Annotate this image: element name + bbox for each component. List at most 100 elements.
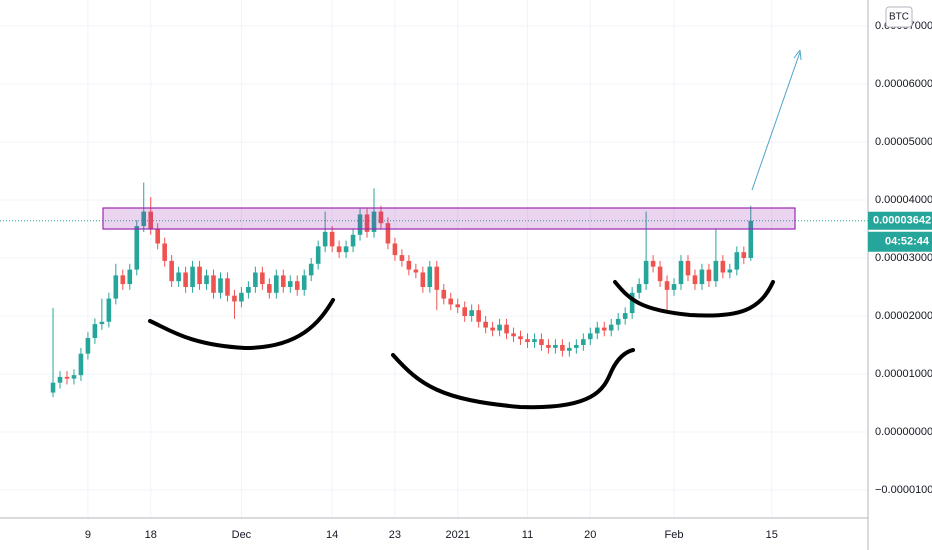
candle-body bbox=[106, 298, 112, 322]
candle-body bbox=[399, 255, 405, 261]
candle-body bbox=[685, 260, 691, 276]
candle-body bbox=[713, 260, 719, 282]
candle-body bbox=[57, 376, 63, 383]
candle-body bbox=[308, 263, 314, 276]
candle-body bbox=[239, 292, 244, 302]
candle-body bbox=[581, 339, 586, 345]
candle-body bbox=[225, 278, 230, 296]
candle-body bbox=[734, 252, 740, 270]
candle-body bbox=[211, 275, 216, 293]
candle-body bbox=[434, 266, 440, 290]
candle-body bbox=[553, 344, 558, 348]
candle-body bbox=[643, 260, 649, 285]
resistance-zone bbox=[102, 207, 796, 230]
candle-body bbox=[204, 275, 209, 285]
candle-body bbox=[622, 313, 628, 319]
x-tick-label: Dec bbox=[232, 529, 252, 541]
x-tick-label: 18 bbox=[145, 529, 157, 541]
y-tick-label: 0.00002000 bbox=[875, 310, 932, 322]
candle-body bbox=[336, 246, 342, 253]
candle-body bbox=[92, 324, 98, 339]
candle-body bbox=[148, 211, 154, 229]
candle-body bbox=[511, 333, 516, 337]
x-tick-label: 23 bbox=[389, 529, 401, 541]
candle-body bbox=[427, 266, 433, 287]
candle-body bbox=[343, 246, 349, 253]
candle-body bbox=[78, 353, 84, 376]
countdown-label: 04:52:44 bbox=[885, 236, 930, 248]
candle-body bbox=[608, 324, 614, 331]
candle-body bbox=[483, 321, 488, 328]
candle-body bbox=[64, 376, 70, 379]
candle-body bbox=[462, 307, 468, 316]
candle-body bbox=[364, 214, 370, 232]
candle-body bbox=[455, 304, 461, 308]
candle-body bbox=[413, 269, 419, 273]
x-tick-label: Feb bbox=[665, 529, 684, 541]
candle-body bbox=[441, 289, 447, 299]
candle-body bbox=[162, 243, 167, 261]
y-tick-label: 0.00004000 bbox=[875, 194, 932, 206]
head-curve bbox=[391, 348, 635, 410]
candle-body bbox=[315, 246, 321, 264]
right-shoulder-curve bbox=[613, 280, 775, 318]
candle-body bbox=[176, 272, 181, 282]
candle-body bbox=[50, 382, 56, 393]
candle-body bbox=[183, 272, 188, 287]
y-tick-label: −0.00001000 bbox=[875, 484, 932, 496]
candle-body bbox=[587, 333, 593, 340]
candle-body bbox=[190, 266, 195, 287]
currency-box bbox=[885, 6, 913, 28]
candle-body bbox=[378, 211, 384, 224]
candle-body bbox=[741, 252, 747, 258]
candle-body bbox=[448, 298, 454, 305]
candle-body bbox=[113, 275, 119, 299]
candle-body bbox=[546, 344, 551, 348]
candle-body bbox=[287, 281, 293, 287]
candle-body bbox=[567, 347, 572, 351]
candle-body bbox=[127, 269, 133, 285]
candle-body bbox=[120, 275, 126, 285]
candle-body bbox=[169, 260, 174, 282]
candle-body bbox=[650, 260, 656, 267]
candle-body bbox=[532, 339, 537, 343]
candle-body bbox=[260, 272, 265, 285]
candle-body bbox=[420, 272, 426, 287]
candle-body bbox=[280, 275, 286, 287]
candle-body bbox=[678, 260, 684, 285]
candle-body bbox=[629, 292, 635, 314]
candle-body bbox=[657, 266, 663, 282]
arrow-head bbox=[793, 49, 802, 61]
candle-body bbox=[71, 375, 77, 379]
candle-body bbox=[518, 336, 523, 340]
x-tick-label: 20 bbox=[584, 529, 596, 541]
candle-body bbox=[671, 284, 677, 290]
candle-body bbox=[720, 260, 726, 273]
candle-body bbox=[664, 281, 670, 290]
y-tick-label: 0.00003000 bbox=[875, 252, 932, 264]
candle-body bbox=[406, 260, 412, 270]
candle-body bbox=[322, 231, 328, 247]
candle-body bbox=[504, 324, 509, 334]
candle-body bbox=[727, 269, 733, 273]
x-tick-label: 15 bbox=[766, 529, 778, 541]
candle-body bbox=[134, 226, 140, 270]
candle-body bbox=[267, 284, 272, 293]
left-shoulder-curve bbox=[148, 298, 335, 351]
x-tick-label: 2021 bbox=[445, 529, 469, 541]
candle-body bbox=[357, 214, 363, 235]
candle-body bbox=[329, 231, 335, 247]
candle-body bbox=[525, 339, 530, 343]
target-arrow bbox=[751, 51, 801, 191]
candle-body bbox=[232, 295, 237, 302]
candle-body bbox=[371, 211, 377, 232]
candle-body bbox=[274, 275, 279, 293]
candle-body bbox=[476, 310, 481, 322]
candle-body bbox=[497, 324, 502, 331]
x-tick-label: 14 bbox=[326, 529, 338, 541]
candle-body bbox=[350, 234, 356, 247]
candle-body bbox=[692, 275, 698, 285]
